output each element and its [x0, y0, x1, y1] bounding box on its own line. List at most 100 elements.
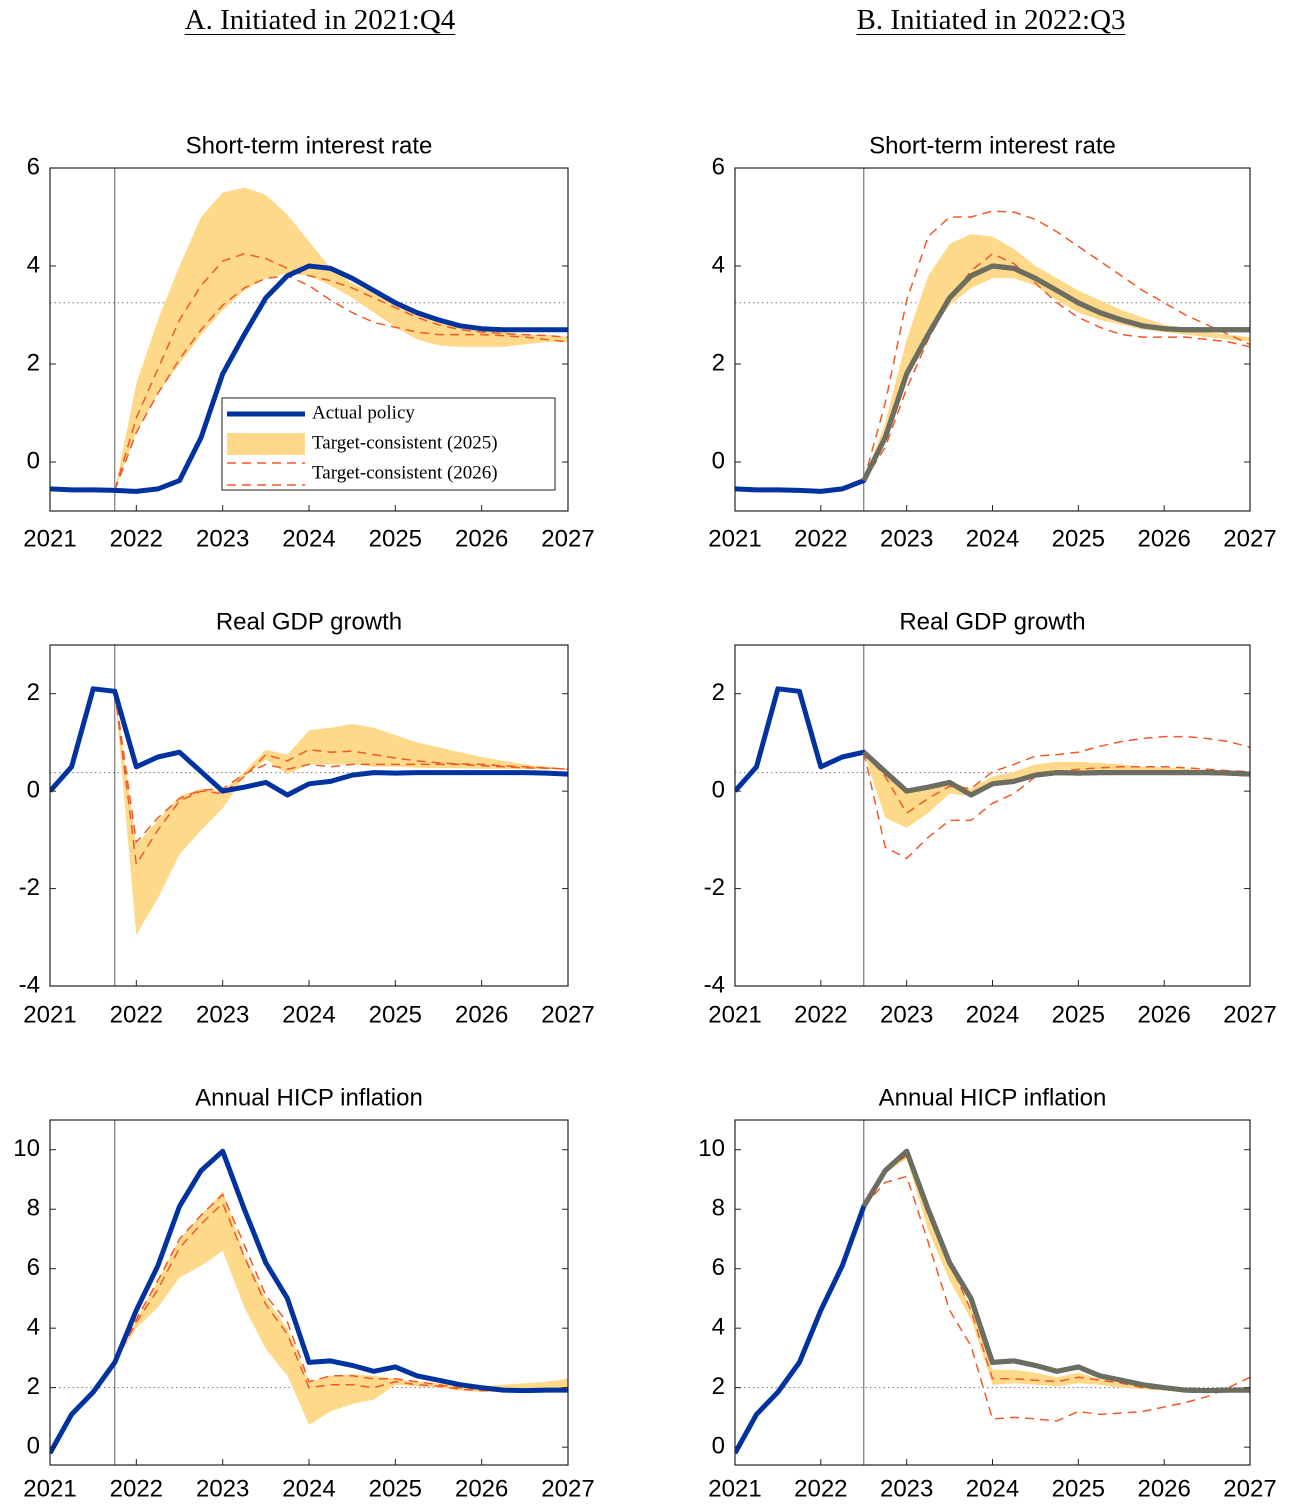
- legend-label: Target-consistent (2025): [312, 432, 498, 453]
- x-tick-label: 2025: [369, 525, 422, 552]
- x-tick-label: 2023: [880, 1001, 933, 1028]
- x-tick-label: 2023: [196, 525, 249, 552]
- y-tick-label: 6: [27, 1254, 40, 1281]
- series-line: [50, 686, 568, 798]
- y-tick-label: 10: [698, 1135, 725, 1162]
- x-tick-label: 2027: [1223, 1475, 1276, 1502]
- x-tick-label: 2026: [1137, 1475, 1190, 1502]
- plot-area: [735, 168, 1250, 511]
- panel-title: Annual HICP inflation: [195, 1084, 423, 1111]
- dashed-bound: [863, 1175, 1250, 1422]
- y-tick-label: 0: [27, 776, 40, 803]
- dashed-bound: [863, 210, 1250, 481]
- y-tick-label: 8: [712, 1195, 725, 1222]
- panel: Real GDP growth -4 -2 0 2 2021 2022 2023 2024 202…: [19, 608, 595, 1028]
- y-tick-label: 2: [712, 1373, 725, 1400]
- y-tick-label: 10: [13, 1135, 40, 1162]
- series-line: [862, 750, 1250, 798]
- panel-title: Annual HICP inflation: [879, 1084, 1107, 1111]
- x-tick-label: 2021: [23, 525, 76, 552]
- dashed-bound: [114, 253, 568, 491]
- y-tick-label: -2: [19, 874, 40, 901]
- panel: Short-term interest rate 0 2 4 6 2021 2022 2023…: [708, 132, 1276, 552]
- y-tick-label: 0: [712, 1432, 725, 1459]
- x-tick-label: 2025: [1052, 1001, 1105, 1028]
- x-tick-label: 2022: [794, 1001, 847, 1028]
- panel: Annual HICP inflation 0 2 4 6 8 10 2021 2022 2023…: [13, 1084, 594, 1502]
- plot: [735, 645, 1250, 986]
- y-tick-label: 4: [712, 251, 725, 278]
- x-tick-label: 2023: [196, 1001, 249, 1028]
- y-tick-label: -4: [19, 971, 40, 998]
- x-tick-label: 2026: [455, 1001, 508, 1028]
- y-tick-label: 2: [712, 349, 725, 376]
- panel: Annual HICP inflation 0 2 4 6 8 10 2021 2022 2023…: [698, 1084, 1276, 1502]
- x-tick-label: 2023: [880, 1475, 933, 1502]
- x-tick-label: 2026: [455, 525, 508, 552]
- x-tick-label: 2022: [110, 1001, 163, 1028]
- dashed-bound: [114, 1193, 568, 1390]
- y-tick-label: 2: [27, 349, 40, 376]
- column-title: A. Initiated in 2021:Q4: [184, 4, 456, 36]
- y-tick-label: 8: [27, 1195, 40, 1222]
- band: [114, 1191, 568, 1425]
- x-tick-label: 2021: [708, 1475, 761, 1502]
- legend-swatch: [227, 433, 305, 455]
- x-tick-label: 2025: [369, 1001, 422, 1028]
- y-tick-label: 0: [27, 1432, 40, 1459]
- band: [114, 187, 568, 491]
- x-tick-label: 2027: [1223, 525, 1276, 552]
- x-tick-label: 2021: [708, 1001, 761, 1028]
- y-tick-label: 6: [27, 153, 40, 180]
- x-tick-label: 2027: [541, 1475, 594, 1502]
- x-tick-label: 2022: [110, 1475, 163, 1502]
- panel: Short-term interest rate 0 2 4 6 2021 2022 2023…: [23, 132, 594, 552]
- dashed-bound: [114, 691, 568, 867]
- x-tick-label: 2024: [966, 525, 1019, 552]
- x-tick-label: 2027: [541, 1001, 594, 1028]
- x-tick-label: 2021: [23, 1001, 76, 1028]
- x-tick-label: 2026: [455, 1475, 508, 1502]
- legend-label: Target-consistent (2026): [312, 462, 498, 483]
- x-tick-label: 2027: [1223, 1001, 1276, 1028]
- y-tick-label: 0: [27, 447, 40, 474]
- x-tick-label: 2025: [1052, 1475, 1105, 1502]
- y-tick-label: 0: [712, 776, 725, 803]
- series-line: [861, 1148, 1250, 1394]
- y-tick-label: 2: [27, 1373, 40, 1400]
- x-tick-label: 2021: [708, 525, 761, 552]
- plot-area: [735, 645, 1250, 986]
- series-line: [50, 1148, 568, 1455]
- dashed-bound: [114, 275, 568, 491]
- band: [114, 691, 568, 935]
- plot: [735, 1120, 1250, 1465]
- y-tick-label: 2: [712, 679, 725, 706]
- y-tick-label: 6: [712, 1254, 725, 1281]
- x-tick-label: 2025: [369, 1475, 422, 1502]
- x-tick-label: 2026: [1137, 1001, 1190, 1028]
- x-tick-label: 2024: [282, 1475, 335, 1502]
- x-tick-label: 2021: [23, 1475, 76, 1502]
- x-tick-label: 2024: [966, 1475, 1019, 1502]
- y-tick-label: 2: [27, 679, 40, 706]
- plot: [735, 168, 1250, 511]
- y-tick-label: 0: [712, 447, 725, 474]
- y-tick-label: 4: [712, 1314, 725, 1341]
- x-tick-label: 2024: [282, 525, 335, 552]
- x-tick-label: 2026: [1137, 525, 1190, 552]
- series-line: [861, 263, 1250, 482]
- panel-title: Short-term interest rate: [186, 132, 433, 159]
- y-tick-label: 6: [712, 153, 725, 180]
- plot: [50, 645, 568, 986]
- legend-label: Actual policy: [312, 402, 415, 423]
- panel-title: Real GDP growth: [899, 608, 1085, 635]
- x-tick-label: 2023: [196, 1475, 249, 1502]
- x-tick-label: 2025: [1052, 525, 1105, 552]
- plot-area: [735, 1120, 1250, 1465]
- dashed-bound: [863, 735, 1250, 815]
- dashed-bound: [114, 691, 568, 845]
- x-tick-label: 2023: [880, 525, 933, 552]
- x-tick-label: 2024: [282, 1001, 335, 1028]
